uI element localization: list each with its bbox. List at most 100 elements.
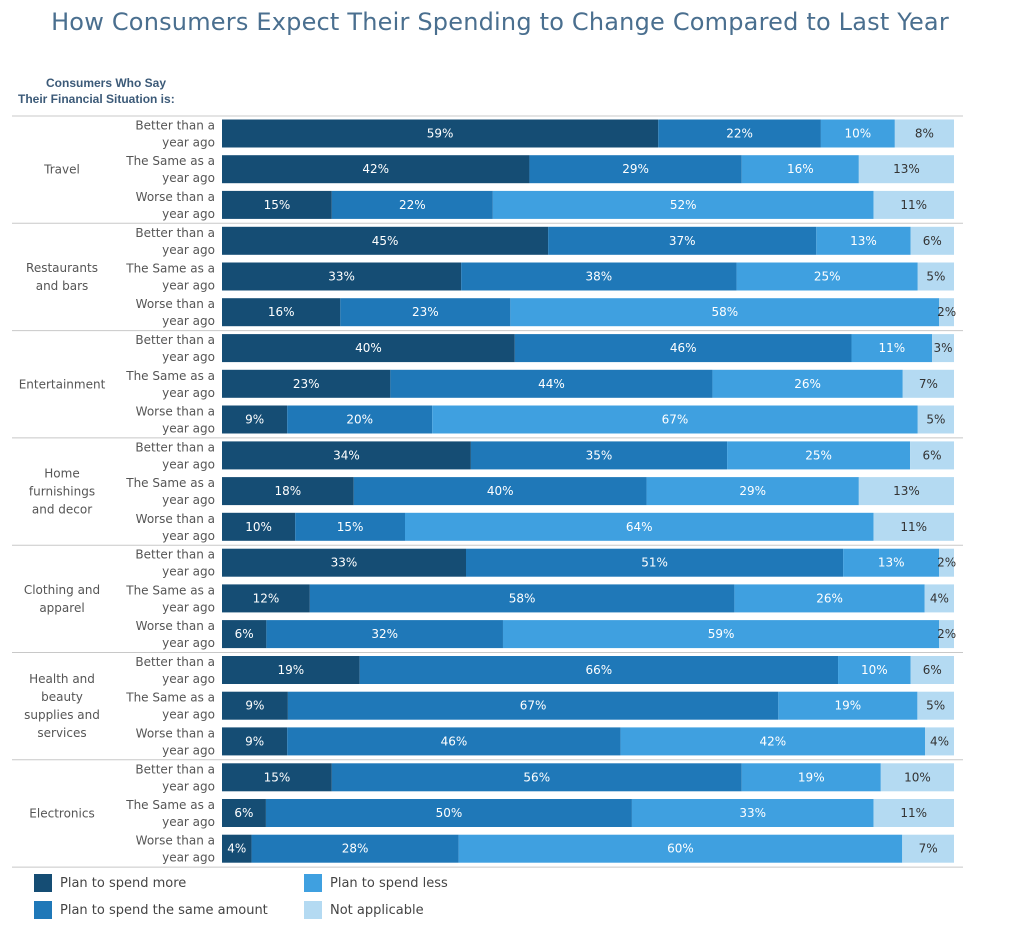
row-label: year ago bbox=[162, 779, 215, 793]
category-label: beauty bbox=[41, 690, 83, 704]
bar-segment bbox=[222, 834, 252, 863]
bar-segment bbox=[894, 119, 954, 148]
value-label: 2% bbox=[937, 556, 956, 570]
bar-segment bbox=[631, 799, 874, 827]
value-label: 16% bbox=[268, 305, 295, 319]
value-label: 66% bbox=[586, 663, 613, 677]
bar-segment bbox=[222, 656, 360, 684]
bar-segment bbox=[222, 584, 310, 613]
value-label: 67% bbox=[520, 699, 547, 713]
value-label: 59% bbox=[427, 127, 454, 141]
bar-segment bbox=[222, 763, 332, 792]
bar-segment bbox=[838, 656, 911, 684]
value-label: 5% bbox=[926, 270, 945, 284]
value-label: 10% bbox=[845, 127, 872, 141]
row-label: year ago bbox=[162, 314, 215, 328]
value-label: 44% bbox=[538, 377, 565, 391]
value-label: 29% bbox=[622, 162, 649, 176]
bar-segment bbox=[858, 155, 954, 184]
row-label: year ago bbox=[162, 457, 215, 471]
value-label: 51% bbox=[641, 556, 668, 570]
category-label: supplies and bbox=[24, 708, 100, 722]
row-label: year ago bbox=[162, 350, 215, 364]
value-label: 18% bbox=[275, 484, 302, 498]
category-label: Restaurants bbox=[26, 261, 98, 275]
legend-item-spend-less: Plan to spend less bbox=[304, 874, 448, 892]
bar-segment bbox=[222, 799, 266, 827]
bar-segment bbox=[910, 656, 954, 684]
value-label: 33% bbox=[739, 806, 766, 820]
bar-segment bbox=[514, 334, 852, 363]
row-label: year ago bbox=[162, 600, 215, 614]
bar-segment bbox=[741, 763, 881, 792]
bar-segment bbox=[820, 119, 895, 148]
value-label: 45% bbox=[372, 234, 399, 248]
value-label: 15% bbox=[264, 770, 291, 784]
value-label: 2% bbox=[937, 305, 956, 319]
value-label: 25% bbox=[805, 448, 832, 462]
bar-segment bbox=[816, 226, 911, 255]
bar-segment bbox=[405, 512, 874, 541]
bar-segment bbox=[359, 656, 839, 684]
row-label: Worse than a bbox=[136, 834, 215, 848]
value-label: 25% bbox=[814, 270, 841, 284]
row-header-line-2: Their Financial Situation is: bbox=[18, 92, 175, 106]
category-label: Health and bbox=[29, 672, 95, 686]
bar-segment bbox=[736, 262, 918, 291]
value-label: 4% bbox=[227, 842, 246, 856]
value-label: 15% bbox=[264, 198, 291, 212]
value-label: 34% bbox=[333, 448, 360, 462]
bar-segment bbox=[331, 190, 493, 219]
bar-segment bbox=[939, 548, 954, 577]
bar-segment bbox=[646, 477, 859, 506]
category-label: Home bbox=[44, 467, 79, 481]
row-label: Better than a bbox=[135, 548, 215, 562]
row-label: The Same as a bbox=[125, 369, 215, 383]
chart-legend: Plan to spend more Plan to spend the sam… bbox=[34, 874, 554, 924]
bar-segment bbox=[727, 441, 911, 470]
bar-segment bbox=[287, 405, 433, 434]
bar-segment bbox=[778, 691, 918, 720]
legend-label-spend-less: Plan to spend less bbox=[330, 875, 448, 891]
bar-segment bbox=[939, 298, 954, 327]
row-label: The Same as a bbox=[125, 798, 215, 812]
row-label: year ago bbox=[162, 743, 215, 757]
bar-segment bbox=[222, 155, 530, 184]
value-label: 23% bbox=[293, 377, 320, 391]
legend-label-spend-same: Plan to spend the same amount bbox=[60, 902, 268, 918]
row-label: year ago bbox=[162, 851, 215, 865]
bar-segment bbox=[925, 727, 954, 756]
value-label: 13% bbox=[893, 162, 920, 176]
row-label: Worse than a bbox=[136, 726, 215, 740]
bar-segment bbox=[741, 155, 859, 184]
value-label: 20% bbox=[346, 413, 373, 427]
value-label: 13% bbox=[850, 234, 877, 248]
bar-segment bbox=[712, 369, 903, 398]
value-label: 6% bbox=[923, 663, 942, 677]
value-label: 10% bbox=[245, 520, 272, 534]
bar-segment bbox=[620, 727, 926, 756]
value-label: 50% bbox=[436, 806, 463, 820]
value-label: 42% bbox=[759, 734, 786, 748]
bar-segment bbox=[458, 834, 903, 863]
bar-segment bbox=[222, 334, 515, 363]
value-label: 59% bbox=[708, 627, 735, 641]
row-label: Worse than a bbox=[136, 297, 215, 311]
row-label: Better than a bbox=[135, 119, 215, 133]
category-label: Electronics bbox=[29, 806, 94, 820]
bar-segment bbox=[932, 334, 954, 363]
row-label: year ago bbox=[162, 207, 215, 221]
bar-segment bbox=[658, 119, 821, 148]
row-label: year ago bbox=[162, 815, 215, 829]
value-label: 11% bbox=[900, 198, 927, 212]
category-label: Travel bbox=[43, 163, 80, 177]
row-label: Worse than a bbox=[136, 512, 215, 526]
value-label: 10% bbox=[861, 663, 888, 677]
row-header-line-1: Consumers Who Say bbox=[46, 76, 167, 90]
bar-segment bbox=[340, 298, 511, 327]
value-label: 40% bbox=[355, 341, 382, 355]
bar-segment bbox=[353, 477, 647, 506]
value-label: 6% bbox=[235, 627, 254, 641]
row-label: year ago bbox=[162, 243, 215, 257]
bar-segment bbox=[222, 727, 288, 756]
